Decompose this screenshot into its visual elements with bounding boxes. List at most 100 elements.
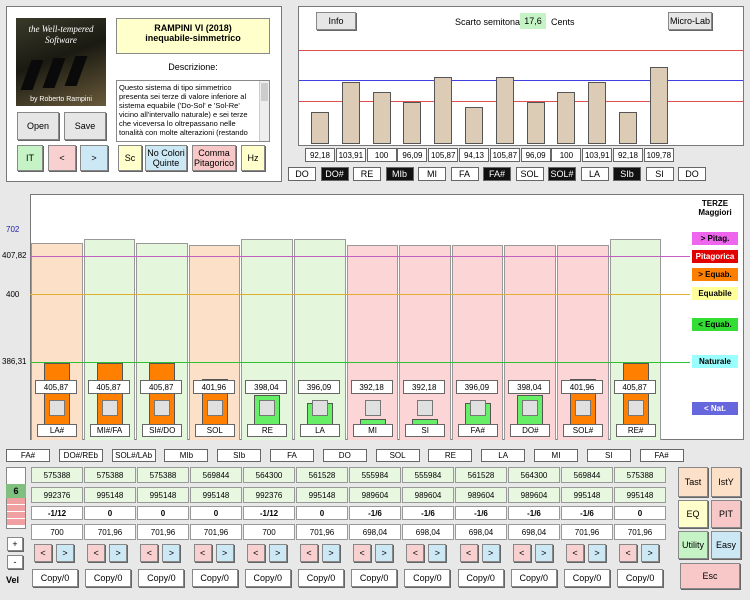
arrow-left-button[interactable]: < — [300, 544, 318, 562]
thirds-key-button[interactable] — [49, 400, 65, 416]
note-key-top[interactable]: SOL — [515, 167, 544, 181]
thirds-key-button[interactable] — [627, 400, 644, 416]
thirds-key-button[interactable] — [575, 400, 591, 416]
arrow-left-button[interactable]: < — [246, 544, 265, 562]
fifth-label[interactable]: SOL — [375, 449, 420, 462]
copy-button[interactable]: Copy/0 — [510, 569, 557, 587]
arrow-right-button[interactable]: > — [375, 544, 394, 562]
arrow-right-button[interactable]: > — [109, 544, 128, 562]
description-scrollbar[interactable] — [259, 81, 269, 141]
arrow-left-button[interactable]: < — [34, 544, 52, 562]
esc-button[interactable]: Esc — [680, 563, 740, 589]
arrow-right-button[interactable]: > — [56, 544, 74, 562]
arrow-right-button[interactable]: > — [322, 544, 340, 562]
copy-button[interactable]: Copy/0 — [457, 569, 504, 587]
thirds-note-label[interactable]: RE — [247, 424, 288, 437]
thirds-key-button[interactable] — [206, 400, 223, 416]
arrow-right-button[interactable]: > — [588, 544, 606, 562]
minus-button[interactable]: - — [7, 555, 23, 569]
fifth-label[interactable]: SIb — [217, 449, 262, 462]
description-text[interactable]: Questo sistema di tipo simmetrico presen… — [116, 80, 270, 142]
fifth-label[interactable]: FA# — [639, 449, 684, 462]
thirds-key-button[interactable] — [154, 400, 171, 416]
arrow-left-button[interactable]: < — [353, 544, 372, 562]
thirds-note-label[interactable]: RE# — [615, 424, 656, 437]
fifth-label[interactable]: SI — [586, 449, 631, 462]
note-key-top[interactable]: SIb — [613, 167, 641, 181]
note-key-top[interactable]: RE — [353, 167, 381, 181]
open-button[interactable]: Open — [17, 112, 59, 140]
copy-button[interactable]: Copy/0 — [138, 569, 185, 587]
note-key-top[interactable]: DO — [288, 167, 316, 181]
arrow-left-button[interactable]: < — [406, 544, 425, 562]
easy-button[interactable]: Easy — [711, 531, 741, 559]
arrow-right-button[interactable]: > — [641, 544, 660, 562]
arrow-right-button[interactable]: > — [268, 544, 287, 562]
thirds-key-button[interactable] — [312, 400, 328, 416]
thirds-key-button[interactable] — [101, 400, 118, 416]
thirds-note-label[interactable]: LA — [300, 424, 340, 437]
thirds-key-button[interactable] — [364, 400, 381, 416]
arrow-left-button[interactable]: < — [566, 544, 584, 562]
copy-button[interactable]: Copy/0 — [617, 569, 664, 587]
utility-button[interactable]: Utility — [678, 531, 708, 559]
sc-button[interactable]: Sc — [118, 145, 142, 171]
thirds-note-label[interactable]: SI#/DO — [142, 424, 183, 437]
eq-button[interactable]: EQ — [678, 500, 708, 528]
arrow-left-button[interactable]: < — [140, 544, 159, 562]
copy-button[interactable]: Copy/0 — [32, 569, 78, 587]
note-key-top[interactable]: DO — [678, 167, 706, 181]
note-key-top[interactable]: LA — [580, 167, 609, 181]
arrow-left-button[interactable]: < — [87, 544, 106, 562]
tast-button[interactable]: Tast — [678, 467, 708, 497]
arrow-left-button[interactable]: < — [512, 544, 531, 562]
arrow-right-button[interactable]: > — [215, 544, 234, 562]
thirds-note-label[interactable]: LA# — [37, 424, 77, 437]
it-button[interactable]: IT — [17, 145, 43, 171]
note-key-top[interactable]: FA — [450, 167, 479, 181]
next-button[interactable]: > — [80, 145, 108, 171]
thirds-key-button[interactable] — [259, 400, 276, 416]
micro-lab-button[interactable]: Micro-Lab — [668, 12, 712, 30]
no-colori-button[interactable]: No Colori Quinte — [145, 145, 187, 171]
fifth-label[interactable]: DO#/REb — [58, 449, 103, 462]
arrow-right-button[interactable]: > — [162, 544, 181, 562]
comma-pitagorico-button[interactable]: Comma Pitagorico — [192, 145, 236, 171]
thirds-note-label[interactable]: SI — [405, 424, 446, 437]
note-key-top[interactable]: MIb — [385, 167, 414, 181]
thirds-key-button[interactable] — [522, 400, 539, 416]
thirds-key-button[interactable] — [417, 400, 434, 416]
fifth-label[interactable]: FA — [270, 449, 314, 462]
fifth-label[interactable]: FA# — [6, 449, 50, 462]
prev-button[interactable]: < — [48, 145, 76, 171]
fifth-label[interactable]: LA — [481, 449, 526, 462]
copy-button[interactable]: Copy/0 — [564, 569, 610, 587]
isty-button[interactable]: IstY — [711, 467, 741, 497]
thirds-note-label[interactable]: DO# — [510, 424, 551, 437]
fifth-label[interactable]: SOL#/LAb — [111, 449, 156, 462]
arrow-left-button[interactable]: < — [459, 544, 478, 562]
fifth-label[interactable]: DO — [322, 449, 367, 462]
plus-button[interactable]: + — [7, 537, 23, 551]
note-key-top[interactable]: FA# — [483, 167, 511, 181]
copy-button[interactable]: Copy/0 — [244, 569, 291, 587]
thirds-note-label[interactable]: SOL — [194, 424, 235, 437]
fifth-label[interactable]: MI — [534, 449, 578, 462]
arrow-right-button[interactable]: > — [481, 544, 500, 562]
arrow-right-button[interactable]: > — [534, 544, 553, 562]
copy-button[interactable]: Copy/0 — [404, 569, 451, 587]
fifth-label[interactable]: MIb — [164, 449, 209, 462]
thirds-note-label[interactable]: SOL# — [563, 424, 603, 437]
hz-button[interactable]: Hz — [241, 145, 265, 171]
note-key-top[interactable]: DO# — [320, 167, 349, 181]
note-key-top[interactable]: SI — [645, 167, 674, 181]
arrow-left-button[interactable]: < — [619, 544, 638, 562]
save-button[interactable]: Save — [64, 112, 106, 140]
arrow-right-button[interactable]: > — [428, 544, 447, 562]
thirds-note-label[interactable]: MI — [352, 424, 393, 437]
info-button[interactable]: Info — [316, 12, 356, 30]
note-key-top[interactable]: SOL# — [548, 167, 576, 181]
copy-button[interactable]: Copy/0 — [191, 569, 238, 587]
thirds-note-label[interactable]: FA# — [457, 424, 498, 437]
thirds-key-button[interactable] — [469, 400, 486, 416]
